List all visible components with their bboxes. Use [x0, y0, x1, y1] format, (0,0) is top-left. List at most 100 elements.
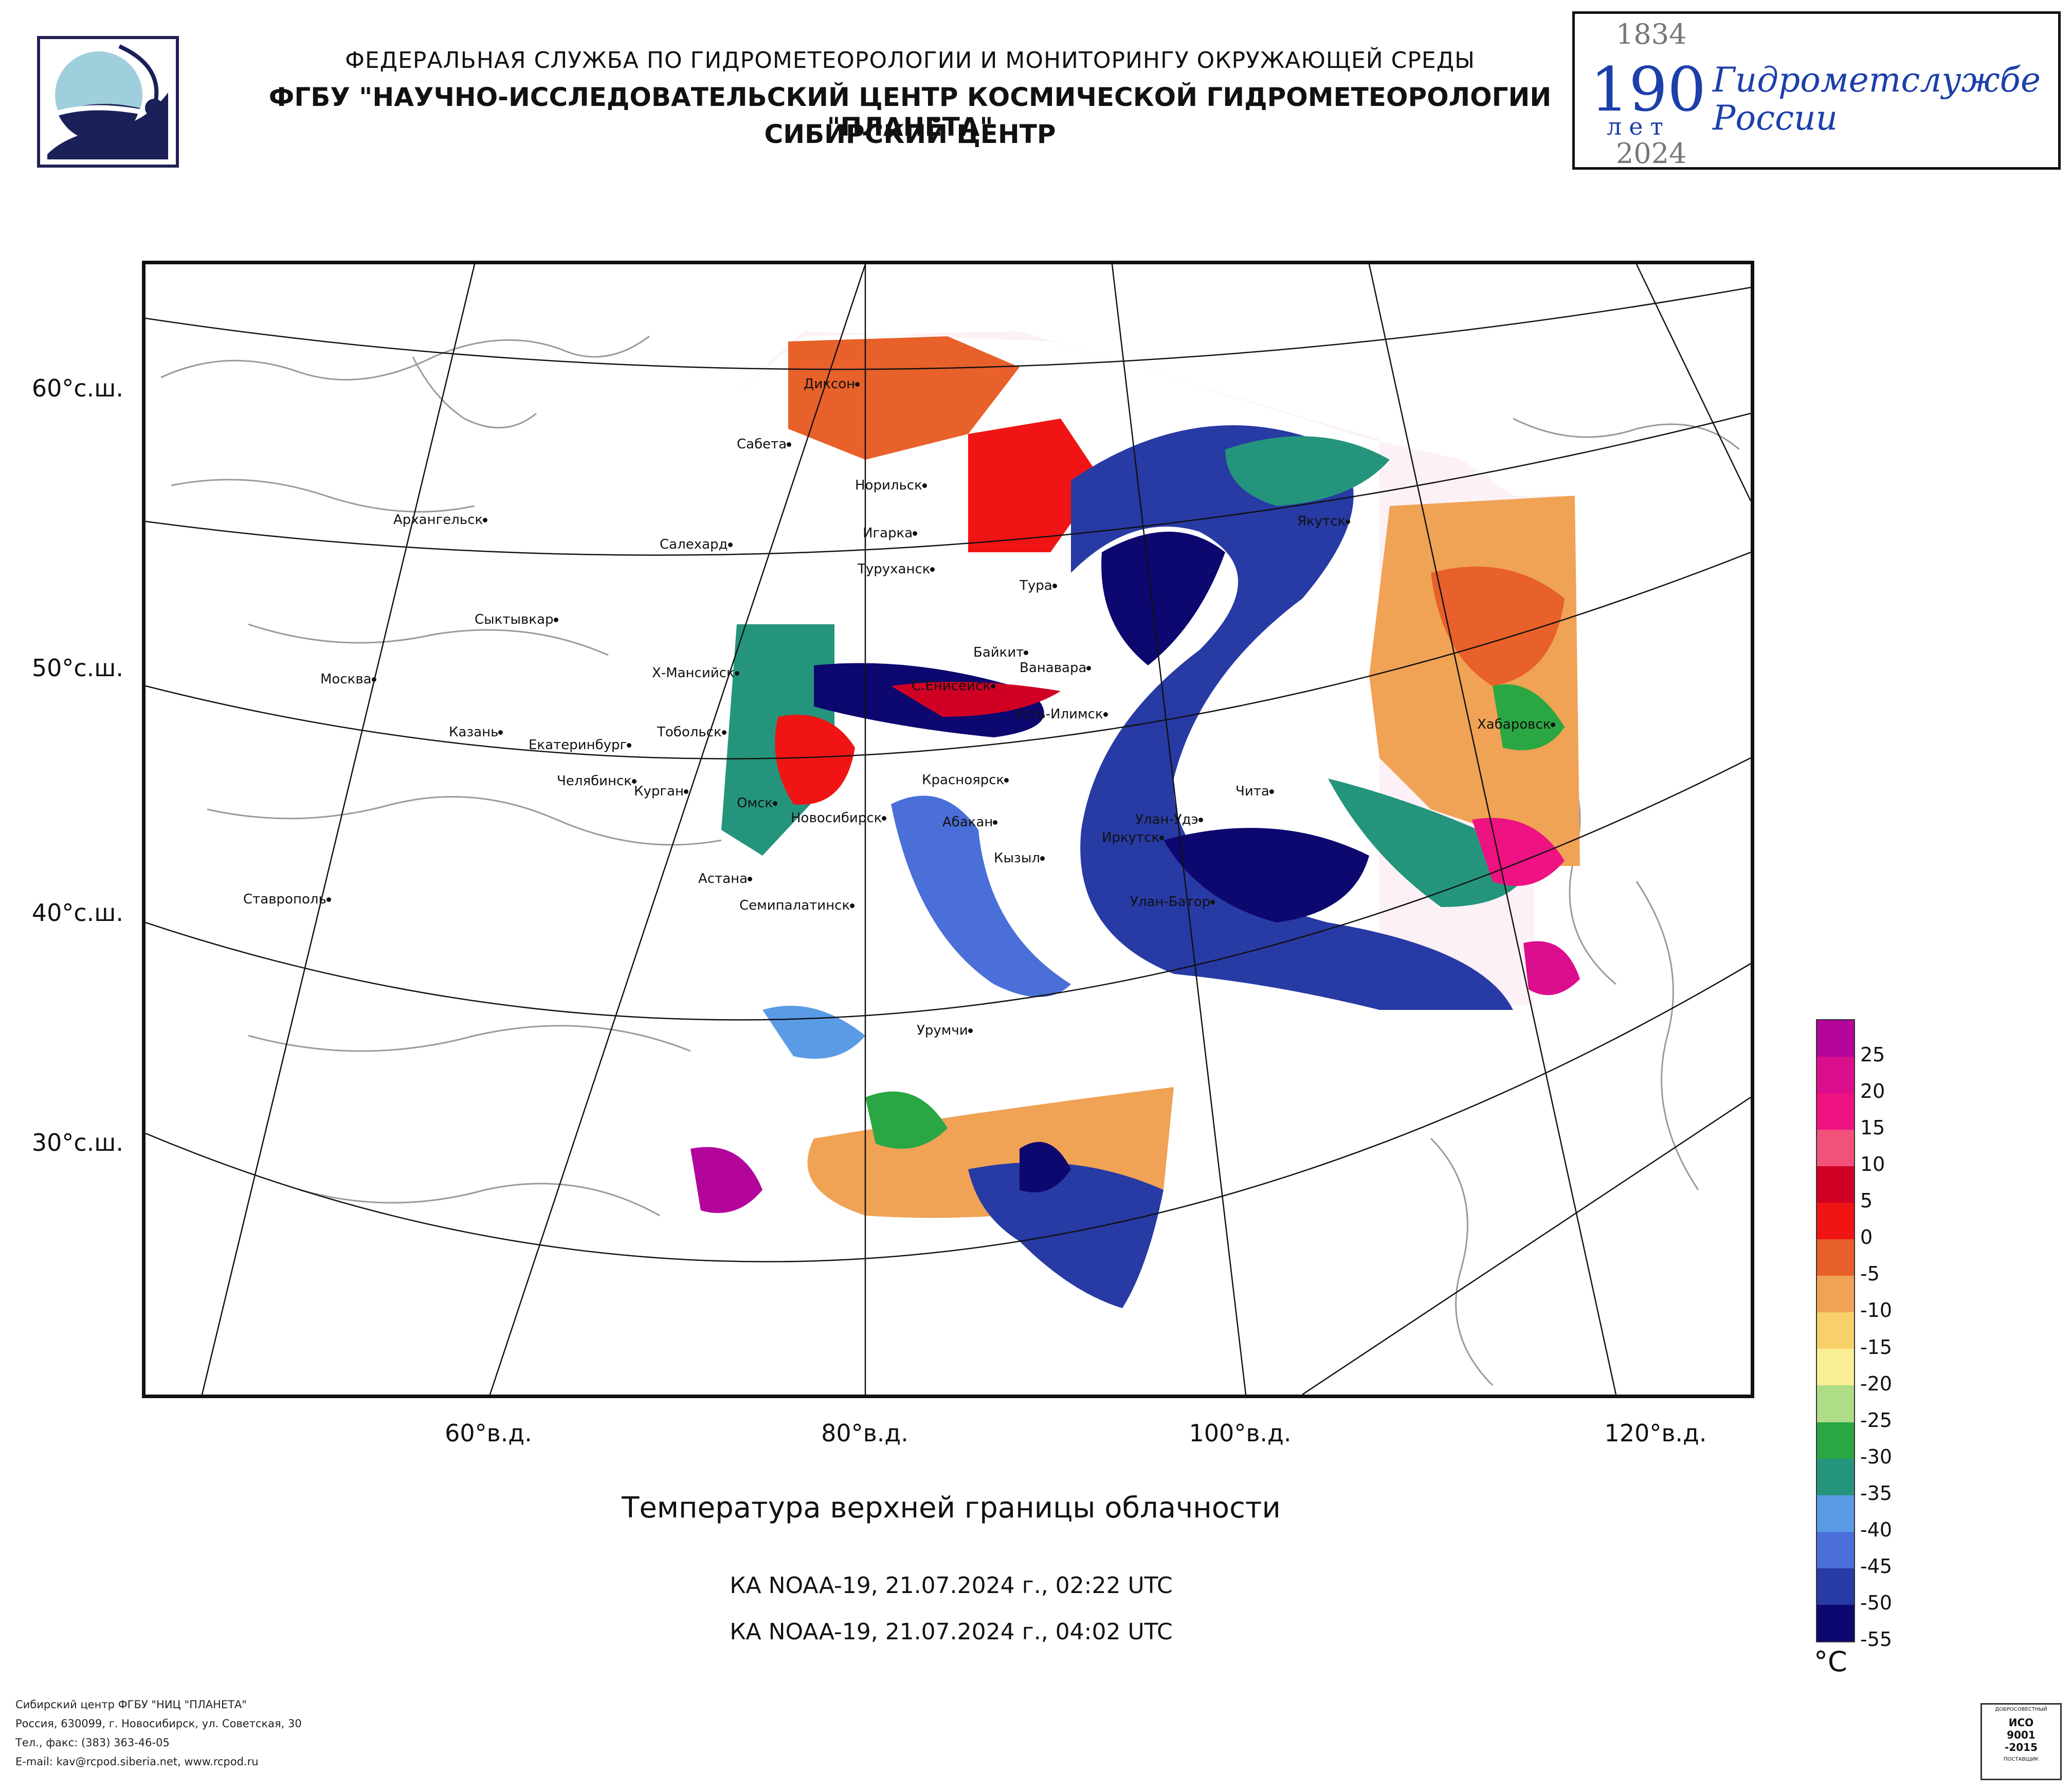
- temperature-legend: [1816, 1019, 1855, 1642]
- anniversary-year-start: 1834: [1616, 18, 1687, 50]
- lat-label-60: 60°с.ш.: [31, 374, 123, 402]
- center-line: СИБИРСКИЙ ЦЕНТР: [764, 119, 1056, 149]
- legend-swatch: [1817, 1130, 1854, 1167]
- legend-tick-label: -50: [1860, 1591, 1893, 1614]
- city-sabeta: Сабета: [737, 437, 792, 452]
- legend-swatch: [1817, 1495, 1854, 1532]
- institute-line: ФГБУ "НАУЧНО-ИССЛЕДОВАТЕЛЬСКИЙ ЦЕНТР КОС…: [268, 82, 1552, 142]
- lon-label-100: 100°в.д.: [1189, 1419, 1292, 1447]
- legend-tick-label: -10: [1860, 1299, 1893, 1322]
- legend-swatch: [1817, 1057, 1854, 1094]
- city-khanty-mansiysk: Х-Мансийск: [652, 665, 739, 681]
- legend-swatch: [1817, 1458, 1854, 1495]
- legend-swatch: [1817, 1312, 1854, 1349]
- city-chita: Чита: [1235, 784, 1274, 799]
- city-moscow: Москва: [320, 672, 376, 687]
- city-urumqi: Урумчи: [917, 1023, 973, 1038]
- iso-badge-top: ДОБРОСОВЕСТНЫЙ: [1995, 1707, 2047, 1712]
- city-abakan: Абакан: [942, 815, 998, 830]
- legend-tick-label: -40: [1860, 1518, 1893, 1541]
- city-yakutsk: Якутск: [1297, 514, 1351, 529]
- city-turukhansk: Туруханск: [858, 562, 935, 577]
- lon-label-60: 60°в.д.: [445, 1419, 532, 1447]
- footer-address: Россия, 630099, г. Новосибирск, ул. Сове…: [15, 1717, 302, 1730]
- city-tobolsk: Тобольск: [657, 725, 726, 740]
- iso-badge-std3: -2015: [2005, 1741, 2038, 1753]
- legend-tick-label: -45: [1860, 1554, 1893, 1578]
- legend-swatch: [1817, 1349, 1854, 1386]
- anniversary-badge: 1834 190 лет 2024 Гидрометслужбе России: [1572, 11, 2061, 170]
- pass-1: КА NOAA-19, 21.07.2024 г., 02:22 UTC: [730, 1572, 1173, 1599]
- legend-swatch: [1817, 1203, 1854, 1240]
- city-omsk: Омск: [737, 795, 778, 811]
- city-yekaterinburg: Екатеринбург: [529, 737, 632, 753]
- city-arkhangelsk: Архангельск: [393, 512, 488, 528]
- lon-label-120: 120°в.д.: [1604, 1419, 1707, 1447]
- iso-badge-std2: 9001: [2007, 1729, 2035, 1741]
- legend-swatch: [1817, 1166, 1854, 1203]
- agency-line: ФЕДЕРАЛЬНАЯ СЛУЖБА ПО ГИДРОМЕТЕОРОЛОГИИ …: [345, 47, 1475, 74]
- city-ulan-ude: Улан-Удэ: [1135, 812, 1203, 827]
- footer-phone: Тел., факс: (383) 363-46-05: [15, 1736, 170, 1749]
- legend-swatch: [1817, 1276, 1854, 1313]
- city-igarka: Игарка: [863, 526, 918, 541]
- legend-tick-label: 25: [1860, 1043, 1885, 1066]
- city-irkutsk: Иркутск: [1102, 830, 1165, 845]
- legend-unit: °C: [1814, 1645, 1847, 1678]
- legend-swatch: [1817, 1604, 1854, 1641]
- city-dikson: Диксон: [804, 376, 860, 392]
- city-syktyvkar: Сыктывкар: [475, 612, 558, 627]
- city-norilsk: Норильск: [855, 478, 927, 493]
- city-ulaanbaatar: Улан-Батор: [1130, 894, 1215, 910]
- legend-tick-label: -55: [1860, 1628, 1893, 1651]
- anniversary-text-2: России: [1713, 98, 1838, 138]
- city-ust-ilimsk: Усть-Илимск: [1014, 707, 1108, 722]
- legend-tick-label: 15: [1860, 1116, 1885, 1139]
- city-khabarovsk: Хабаровск: [1477, 717, 1556, 732]
- iso-badge: ДОБРОСОВЕСТНЫЙ ИСО 9001 -2015 ПОСТАВЩИК: [1980, 1703, 2062, 1780]
- anniversary-number: 190: [1590, 54, 1706, 125]
- legend-tick-label: 20: [1860, 1080, 1885, 1103]
- legend-tick-label: -25: [1860, 1408, 1893, 1432]
- legend-tick-label: 5: [1860, 1189, 1873, 1213]
- city-semipalatinsk: Семипалатинск: [739, 898, 855, 913]
- legend-tick-label: -15: [1860, 1335, 1893, 1359]
- legend-swatch: [1817, 1568, 1854, 1605]
- city-kurgan: Курган: [634, 784, 688, 799]
- city-vanavara: Ванавара: [1020, 660, 1092, 676]
- legend-swatch: [1817, 1531, 1854, 1568]
- footer-org: Сибирский центр ФГБУ "НИЦ "ПЛАНЕТА": [15, 1698, 247, 1711]
- lat-label-30: 30°с.ш.: [31, 1129, 123, 1156]
- footer-email: E-mail: kav@rcpod.siberia.net, www.rcpod…: [15, 1756, 259, 1768]
- legend-swatch: [1817, 1422, 1854, 1459]
- map-title: Температура верхней границы облачности: [622, 1491, 1281, 1525]
- anniversary-years-word: лет: [1607, 113, 1670, 140]
- legend-tick-label: -20: [1860, 1372, 1893, 1395]
- lat-label-40: 40°с.ш.: [31, 899, 123, 927]
- city-novosibirsk: Новосибирск: [791, 810, 887, 826]
- city-baykit: Байкит: [973, 645, 1029, 660]
- city-chelyabinsk: Челябинск: [557, 773, 637, 789]
- city-kyzyl: Кызыл: [994, 851, 1045, 866]
- legend-swatch: [1817, 1093, 1854, 1130]
- lat-label-50: 50°с.ш.: [31, 654, 123, 682]
- cloud-top-map: Диксон Сабета Норильск Игарка Туруханск …: [142, 261, 1754, 1398]
- legend-tick-label: -30: [1860, 1445, 1893, 1468]
- legend-tick-label: -35: [1860, 1481, 1893, 1505]
- pass-2: КА NOAA-19, 21.07.2024 г., 04:02 UTC: [730, 1619, 1173, 1645]
- legend-tick-label: 10: [1860, 1153, 1885, 1176]
- city-stavropol: Ставрополь: [243, 892, 331, 907]
- planeta-logo: [37, 36, 179, 168]
- legend-tick-label: 0: [1860, 1226, 1873, 1249]
- legend-swatch: [1817, 1239, 1854, 1276]
- city-krasnoyarsk: Красноярск: [922, 772, 1009, 788]
- anniversary-year-end: 2024: [1616, 137, 1687, 170]
- iso-badge-std1: ИСО: [2008, 1716, 2034, 1729]
- legend-tick-label: -5: [1860, 1262, 1880, 1286]
- city-astana: Астана: [698, 871, 753, 887]
- legend-swatch: [1817, 1385, 1854, 1422]
- iso-badge-bottom: ПОСТАВЩИК: [2004, 1757, 2039, 1762]
- map-canvas: [146, 264, 1751, 1395]
- city-salekhard: Салехард: [660, 537, 733, 552]
- city-kazan: Казань: [449, 725, 503, 740]
